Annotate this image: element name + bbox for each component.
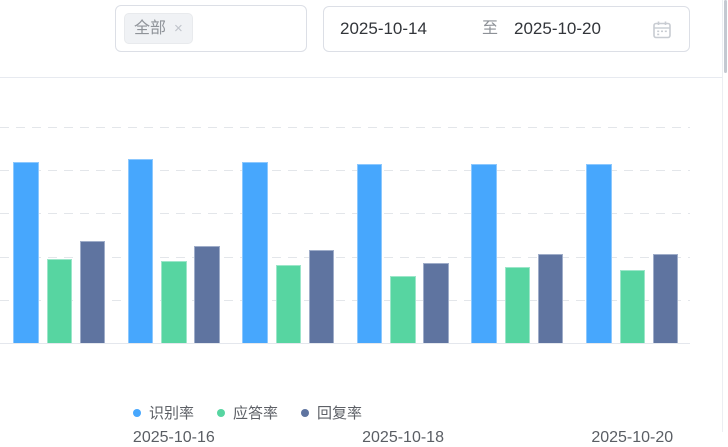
legend-label: 应答率 [233,405,279,422]
legend-item-回复率[interactable]: 回复率 [301,402,362,423]
bar-应答率-2025-10-20 [619,269,645,343]
bar-回复率-2025-10-17 [308,250,335,343]
legend-label: 回复率 [317,405,363,422]
bar-识别率-2025-10-15 [13,161,39,343]
end-date-value[interactable]: 2025-10-20 [514,19,601,38]
y-gridline [0,299,690,301]
y-gridline [0,256,690,258]
bar-回复率-2025-10-19 [537,254,564,343]
legend-item-识别率[interactable]: 识别率 [133,402,194,423]
bar-识别率-2025-10-20 [586,163,612,343]
y-gridline [0,213,690,215]
y-gridline [0,127,690,128]
date-range-separator: 至 [482,20,499,37]
bar-应答率-2025-10-17 [275,265,302,343]
tag-close-icon[interactable]: × [174,20,183,37]
header-divider [0,77,723,78]
bar-识别率-2025-10-17 [242,161,268,343]
legend-label: 识别率 [149,405,195,422]
bar-回复率-2025-10-16 [194,245,220,343]
bar-识别率-2025-10-18 [356,163,383,343]
scrollbar-track[interactable] [722,0,728,432]
bar-应答率-2025-10-16 [161,260,187,343]
bar-回复率-2025-10-18 [423,263,449,343]
date-range-picker[interactable]: 2025-10-14 至 2025-10-20 [323,6,690,52]
bar-应答率-2025-10-18 [390,276,416,343]
x-axis-line [0,343,690,344]
start-date-value[interactable]: 2025-10-14 [340,19,427,38]
bar-回复率-2025-10-15 [79,241,105,343]
bar-识别率-2025-10-19 [471,163,497,343]
bar-识别率-2025-10-16 [127,159,154,343]
scrollbar-thumb[interactable] [724,0,727,73]
filter-select[interactable]: 全部 × [115,5,307,52]
legend-dot [301,408,310,417]
bar-应答率-2025-10-19 [504,267,531,343]
filter-tag-label: 全部 [134,19,167,37]
bar-回复率-2025-10-20 [652,254,678,343]
y-gridline [0,170,690,172]
chart-legend: 识别率 应答率 回复率 [133,402,362,423]
legend-item-应答率[interactable]: 应答率 [217,402,278,423]
bar-应答率-2025-10-15 [46,258,72,343]
bar-chart[interactable]: 2025-10-16 2025-10-18 2025-10-20 [0,78,723,446]
legend-dot [217,408,226,417]
legend-dot [133,408,141,417]
filter-tag[interactable]: 全部 × [124,13,193,44]
calendar-icon[interactable] [652,20,672,40]
